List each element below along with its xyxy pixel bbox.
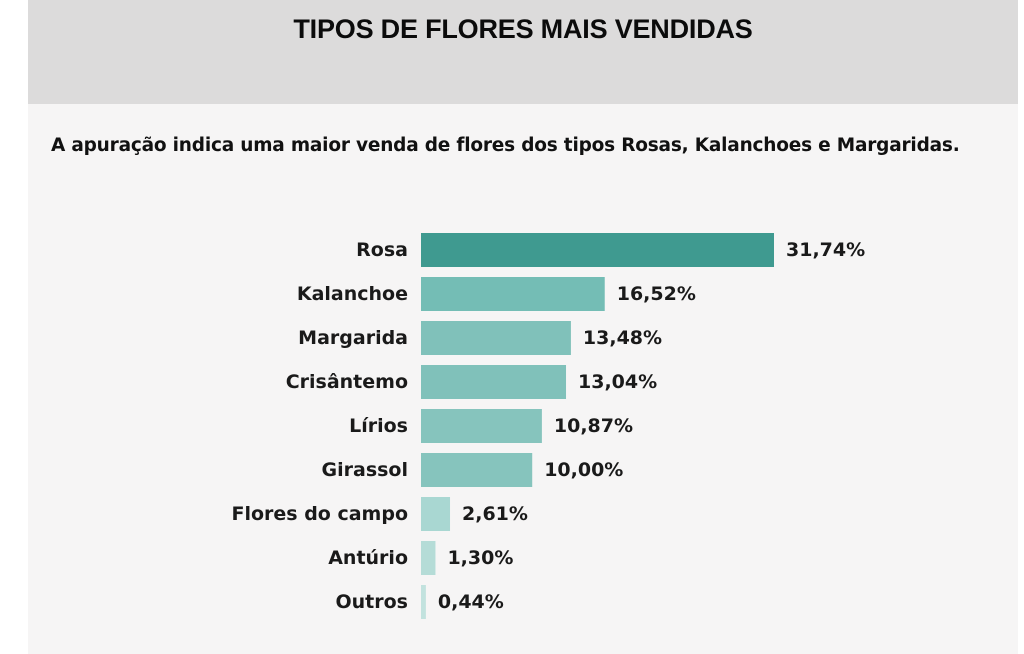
bar-0 [421,233,774,267]
value-label: 2,61% [462,503,528,525]
chart-title: TIPOS DE FLORES MAIS VENDIDAS [293,14,753,44]
category-label: Rosa [356,239,408,261]
category-label: Flores do campo [231,503,408,525]
title-bar: TIPOS DE FLORES MAIS VENDIDAS [28,0,1018,104]
bar-2 [421,321,571,355]
chart-panel: TIPOS DE FLORES MAIS VENDIDAS A apuração… [28,0,1018,654]
bar-1 [421,277,605,311]
chart-subtitle: A apuração indica uma maior venda de flo… [51,135,960,156]
bar-8 [421,585,426,619]
bar-5 [421,453,533,487]
value-label: 13,48% [583,327,662,349]
category-label: Girassol [322,459,408,481]
category-label: Lírios [349,415,408,437]
category-label: Margarida [298,327,408,349]
bar-7 [421,541,436,575]
category-label: Crisântemo [286,371,408,393]
bar-4 [421,409,542,443]
category-label: Kalanchoe [297,283,408,305]
value-label: 10,87% [554,415,633,437]
value-label: 1,30% [447,547,513,569]
bar-3 [421,365,567,399]
value-label: 13,04% [578,371,657,393]
value-label: 0,44% [438,591,504,613]
category-label: Antúrio [328,547,408,569]
value-label: 16,52% [617,283,696,305]
bar-6 [421,497,451,531]
value-label: 10,00% [544,459,623,481]
category-label: Outros [336,591,409,613]
bar-chart: Rosa 31,74% Kalanchoe 16,52% Margarida 13,48%… [231,233,865,619]
value-label: 31,74% [786,239,865,261]
